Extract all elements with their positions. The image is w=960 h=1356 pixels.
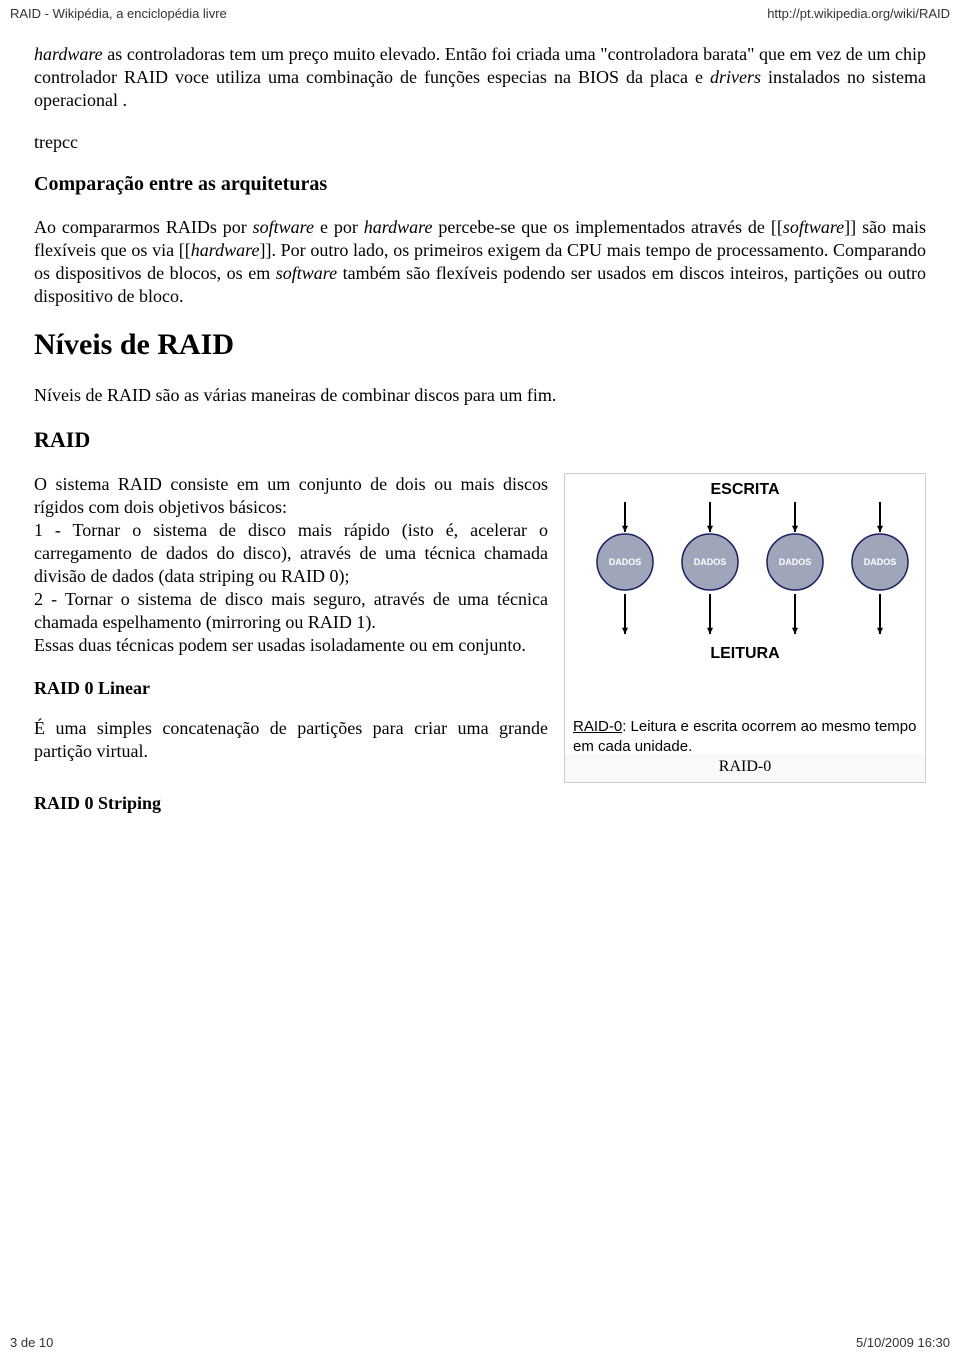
figure-label: RAID-0 <box>565 754 925 782</box>
paragraph-hardware-intro: hardware as controladoras tem um preço m… <box>34 43 926 112</box>
raid-p2: 1 - Tornar o sistema de disco mais rápid… <box>34 519 548 588</box>
text-span: e por <box>314 217 364 237</box>
italic-software: software <box>276 263 337 283</box>
text-span: percebe-se que os implementados através … <box>432 217 782 237</box>
italic-hardware: hardware <box>34 44 103 64</box>
heading-raid0-striping: RAID 0 Striping <box>34 793 926 814</box>
page-header: RAID - Wikipédia, a enciclopédia livre h… <box>0 0 960 25</box>
italic-hardware: hardware <box>364 217 433 237</box>
caption-underline: RAID-0 <box>573 718 622 735</box>
svg-text:LEITURA: LEITURA <box>710 645 780 662</box>
raid-p3: 2 - Tornar o sistema de disco mais segur… <box>34 588 548 634</box>
heading-raid: RAID <box>34 427 926 453</box>
text-trepcc: trepcc <box>34 132 926 153</box>
svg-text:DADOS: DADOS <box>609 557 642 567</box>
heading-comparacao: Comparação entre as arquiteturas <box>34 173 926 196</box>
caption-rest: : Leitura e escrita ocorrem ao mesmo tem… <box>573 718 916 755</box>
heading-raid0-linear: RAID 0 Linear <box>34 678 548 699</box>
diagram-caption: RAID-0: Leitura e escrita ocorrem ao mes… <box>565 713 925 756</box>
raid0-linear-text: É uma simples concatenação de partições … <box>34 717 548 763</box>
italic-hardware: hardware <box>191 240 260 260</box>
svg-text:DADOS: DADOS <box>864 557 897 567</box>
raid-p4: Essas duas técnicas podem ser usadas iso… <box>34 634 548 657</box>
header-right: http://pt.wikipedia.org/wiki/RAID <box>767 6 950 21</box>
svg-text:DADOS: DADOS <box>779 557 812 567</box>
figure-raid0: ESCRITA DADOS DADOS DADOS DADOS LEITURA RAID-… <box>564 473 926 783</box>
raid-section-wrap: O sistema RAID consiste em um conjunto d… <box>34 473 926 783</box>
raid0-svg: ESCRITA DADOS DADOS DADOS DADOS LEITURA <box>565 474 925 708</box>
raid-p1: O sistema RAID consiste em um conjunto d… <box>34 473 548 519</box>
footer-right: 5/10/2009 16:30 <box>856 1335 950 1350</box>
footer-left: 3 de 10 <box>10 1335 53 1350</box>
raid-text-column: O sistema RAID consiste em um conjunto d… <box>34 473 548 782</box>
italic-drivers: drivers <box>710 67 761 87</box>
paragraph-niveis-intro: Níveis de RAID são as várias maneiras de… <box>34 384 926 407</box>
italic-software: software <box>783 217 844 237</box>
paragraph-comparacao: Ao compararmos RAIDs por software e por … <box>34 216 926 308</box>
page-content: hardware as controladoras tem um preço m… <box>0 25 960 814</box>
svg-text:ESCRITA: ESCRITA <box>710 481 779 498</box>
raid0-diagram: ESCRITA DADOS DADOS DADOS DADOS LEITURA RAID-… <box>565 474 925 754</box>
page-footer: 3 de 10 5/10/2009 16:30 <box>0 1331 960 1356</box>
italic-software: software <box>253 217 314 237</box>
text-span: Ao compararmos RAIDs por <box>34 217 253 237</box>
header-left: RAID - Wikipédia, a enciclopédia livre <box>10 6 227 21</box>
heading-niveis-raid: Níveis de RAID <box>34 328 926 362</box>
svg-text:DADOS: DADOS <box>694 557 727 567</box>
